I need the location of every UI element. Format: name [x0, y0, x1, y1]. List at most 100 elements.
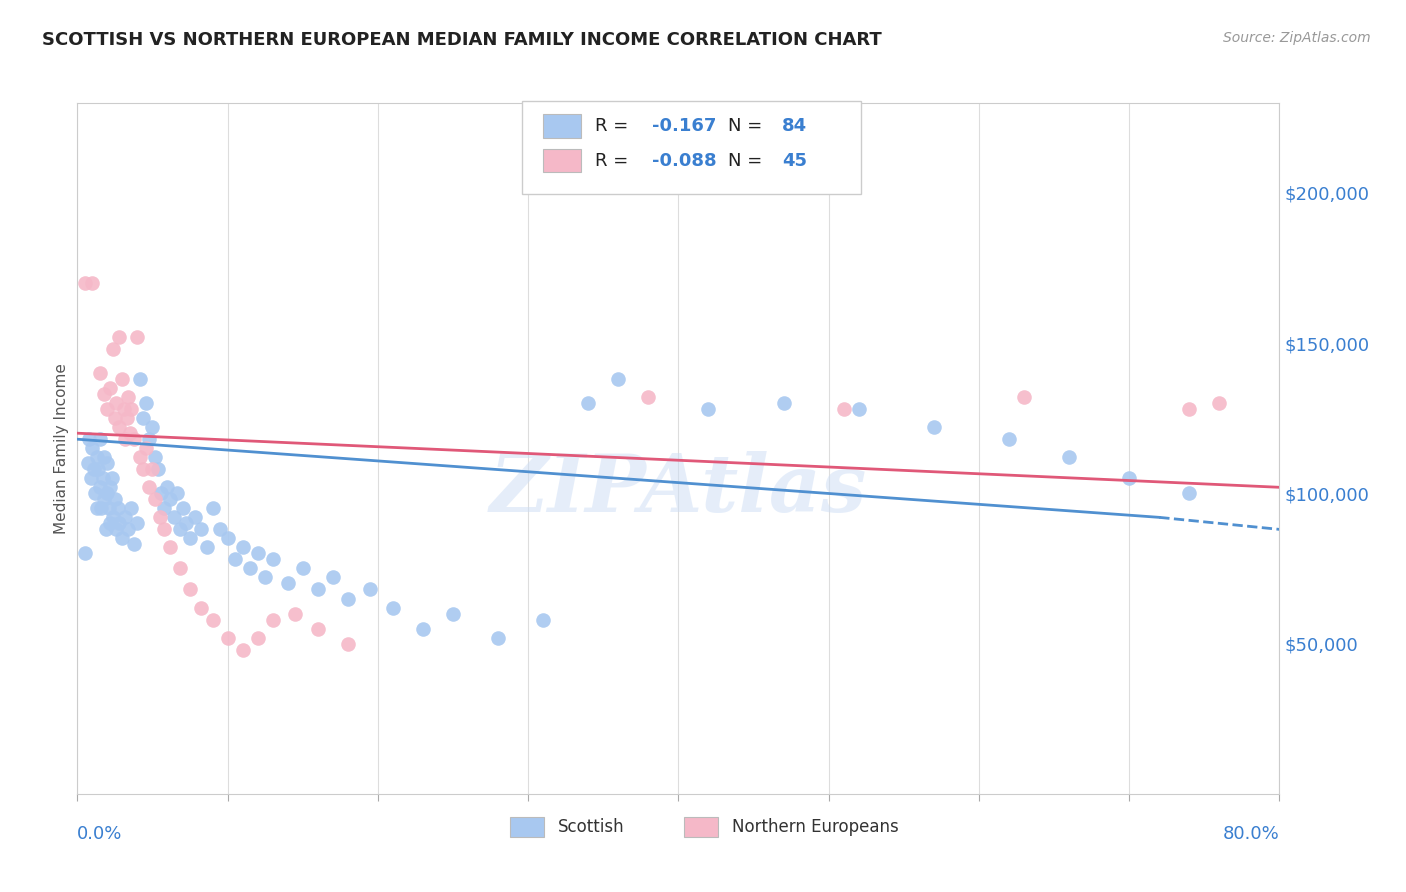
Point: [97, 501, 120, 516]
Point: [105, 522, 128, 536]
Point: [100, 480, 122, 494]
Point: [531, 613, 554, 627]
Text: Scottish: Scottish: [558, 818, 624, 836]
Point: [149, 510, 172, 524]
Point: [848, 402, 870, 417]
Point: [607, 372, 630, 386]
Point: [1208, 396, 1230, 410]
Point: [576, 396, 599, 410]
Point: [1012, 390, 1035, 404]
Point: [93, 450, 115, 465]
Point: [127, 330, 149, 344]
Point: [291, 561, 314, 575]
Point: [86, 501, 108, 516]
Point: [322, 570, 344, 584]
Point: [129, 372, 152, 386]
Text: Source: ZipAtlas.com: Source: ZipAtlas.com: [1223, 31, 1371, 45]
Text: R =: R =: [596, 152, 634, 169]
Point: [114, 432, 136, 446]
Point: [138, 480, 160, 494]
Point: [156, 480, 179, 494]
Point: [107, 501, 129, 516]
Point: [79, 432, 101, 446]
Point: [217, 631, 239, 645]
Point: [145, 450, 167, 465]
Point: [307, 622, 329, 636]
Point: [117, 522, 139, 536]
Point: [239, 561, 262, 575]
Point: [90, 501, 112, 516]
Point: [1178, 402, 1201, 417]
Text: 80.0%: 80.0%: [1223, 825, 1279, 843]
Point: [111, 532, 134, 546]
FancyBboxPatch shape: [522, 101, 860, 194]
Text: R =: R =: [596, 117, 634, 135]
Point: [1178, 486, 1201, 500]
Point: [169, 522, 191, 536]
Point: [129, 450, 152, 465]
Point: [114, 510, 136, 524]
Point: [127, 516, 149, 531]
Point: [73, 276, 96, 290]
Point: [111, 372, 134, 386]
Point: [232, 541, 254, 555]
Point: [172, 501, 194, 516]
Point: [224, 552, 246, 566]
Point: [637, 390, 659, 404]
Point: [262, 613, 284, 627]
Point: [108, 516, 131, 531]
Text: -0.088: -0.088: [652, 152, 717, 169]
Point: [159, 541, 181, 555]
Point: [117, 390, 139, 404]
Point: [132, 411, 155, 425]
Point: [100, 516, 122, 531]
Point: [246, 546, 269, 560]
Point: [166, 486, 188, 500]
Point: [1118, 471, 1140, 485]
Point: [91, 471, 114, 485]
Point: [179, 532, 201, 546]
Point: [412, 622, 434, 636]
Point: [94, 522, 117, 536]
Point: [105, 396, 128, 410]
Point: [93, 492, 115, 507]
Point: [101, 471, 124, 485]
Point: [772, 396, 794, 410]
FancyBboxPatch shape: [685, 817, 718, 837]
Point: [93, 387, 115, 401]
Point: [100, 381, 122, 395]
Point: [150, 486, 173, 500]
Point: [162, 510, 184, 524]
Point: [195, 541, 218, 555]
Text: 0.0%: 0.0%: [77, 825, 122, 843]
Point: [108, 330, 131, 344]
Point: [124, 432, 146, 446]
Point: [82, 442, 104, 456]
Text: 45: 45: [782, 152, 807, 169]
Point: [486, 631, 509, 645]
Point: [89, 432, 111, 446]
Point: [359, 582, 381, 597]
Point: [190, 522, 212, 536]
Point: [153, 501, 176, 516]
Point: [262, 552, 284, 566]
Point: [441, 607, 464, 621]
Text: SCOTTISH VS NORTHERN EUROPEAN MEDIAN FAMILY INCOME CORRELATION CHART: SCOTTISH VS NORTHERN EUROPEAN MEDIAN FAM…: [42, 31, 882, 49]
Point: [96, 456, 118, 470]
Point: [82, 276, 104, 290]
Point: [118, 426, 141, 441]
Text: 84: 84: [782, 117, 807, 135]
Point: [277, 576, 299, 591]
Point: [284, 607, 307, 621]
Point: [201, 613, 224, 627]
Point: [80, 471, 103, 485]
Point: [115, 411, 138, 425]
Point: [83, 462, 105, 476]
Point: [84, 486, 107, 500]
Text: Northern Europeans: Northern Europeans: [733, 818, 900, 836]
Point: [141, 420, 163, 434]
Point: [87, 462, 110, 476]
Text: ZIPAtlas: ZIPAtlas: [489, 451, 868, 528]
Point: [183, 510, 205, 524]
Point: [104, 411, 127, 425]
